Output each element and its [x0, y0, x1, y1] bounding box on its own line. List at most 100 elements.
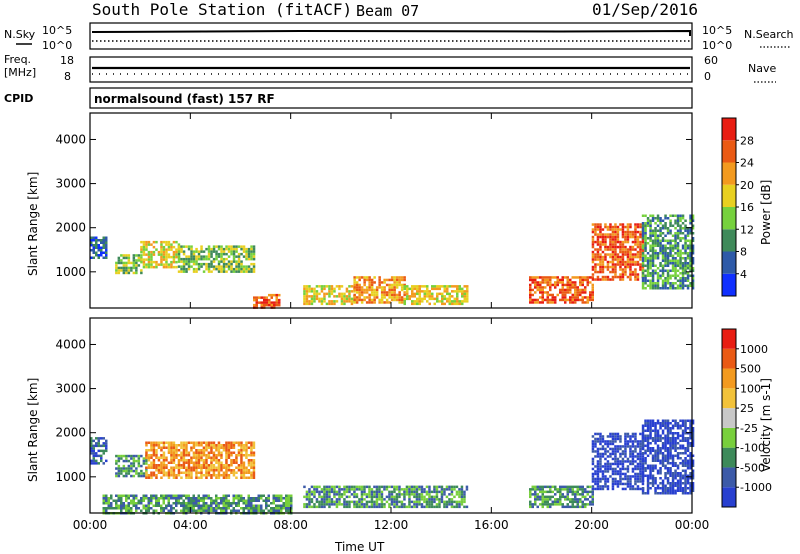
echo-cell — [378, 276, 381, 279]
echo-cell — [172, 255, 176, 259]
echo-cell — [684, 464, 687, 467]
echo-cell — [534, 485, 537, 489]
echo-cell — [142, 474, 146, 478]
echo-cell — [247, 247, 251, 251]
echo-cell — [611, 260, 615, 264]
echo-cell — [390, 286, 394, 289]
echo-cell — [175, 476, 178, 479]
echo-cell — [165, 464, 168, 467]
echo-cell — [431, 292, 434, 296]
echo-cell — [353, 283, 356, 287]
echo-cell — [591, 228, 595, 231]
echo-cell — [534, 286, 537, 289]
echo-cell — [242, 497, 245, 500]
echo-cell — [674, 477, 677, 480]
echo-cell — [666, 434, 670, 437]
freq-panel: Freq. [MHz] 18 8 60 0 Nave — [4, 53, 776, 83]
echo-cell — [644, 444, 647, 447]
echo-cell — [559, 485, 562, 489]
echo-cell — [651, 439, 655, 442]
echo-cell — [609, 475, 612, 478]
echo-cell — [659, 219, 662, 222]
echo-cell — [390, 500, 394, 504]
echo-cell — [175, 449, 178, 452]
echo-cell — [405, 490, 409, 494]
echo-cell — [666, 454, 670, 457]
echo-cell — [579, 298, 582, 302]
echo-cell — [105, 249, 108, 252]
echo-cell — [398, 485, 401, 489]
echo-cell — [237, 252, 241, 256]
echo-cell — [90, 459, 93, 463]
echo-cell — [619, 260, 622, 264]
echo-cell — [97, 254, 100, 257]
echo-cell — [310, 485, 314, 489]
echo-cell — [584, 495, 587, 499]
echo-cell — [674, 282, 677, 285]
echo-cell — [167, 499, 170, 502]
echo-cell — [105, 444, 108, 448]
echo-cell — [614, 240, 617, 244]
echo-cell — [117, 467, 121, 470]
echo-cell — [606, 225, 610, 229]
echo-cell — [147, 497, 150, 500]
echo-cell — [175, 265, 178, 269]
echo-cell — [636, 245, 640, 249]
echo-cell — [200, 441, 203, 444]
echo-cell — [137, 502, 140, 505]
nsearch-tick-top: 10^5 — [702, 24, 732, 37]
echo-cell — [247, 459, 251, 462]
echo-cell — [564, 498, 567, 501]
echo-cell — [97, 442, 100, 445]
echo-cell — [601, 445, 605, 448]
echo-cell — [594, 437, 597, 441]
echo-cell — [674, 242, 677, 245]
echo-cell — [230, 260, 233, 263]
echo-cell — [105, 254, 108, 257]
echo-cell — [388, 291, 391, 294]
echo-cell — [375, 505, 379, 509]
echo-cell — [448, 498, 451, 501]
echo-cell — [661, 232, 665, 235]
echo-cell — [676, 472, 680, 475]
echo-cell — [676, 484, 680, 487]
echo-cell — [308, 488, 311, 491]
echo-cell — [160, 464, 163, 467]
echo-cell — [325, 495, 329, 499]
echo-cell — [599, 270, 602, 274]
echo-cell — [195, 255, 198, 258]
echo-cell — [649, 247, 652, 250]
echo-cell — [117, 469, 121, 473]
echo-cell — [385, 301, 389, 304]
echo-cell — [285, 507, 288, 510]
echo-cell — [609, 223, 612, 226]
echo-cell — [634, 228, 637, 231]
echo-cell — [285, 502, 288, 505]
echo-cell — [591, 440, 595, 443]
echo-cell — [180, 502, 183, 505]
echo-cell — [644, 224, 647, 227]
echo-cell — [433, 500, 436, 504]
echo-cell — [441, 295, 444, 298]
echo-cell — [684, 424, 687, 427]
echo-cell — [539, 498, 542, 501]
echo-cell — [250, 441, 253, 444]
echo-cell — [549, 286, 552, 289]
echo-cell — [546, 293, 549, 297]
echo-cell — [631, 487, 635, 491]
echo-cell — [606, 245, 610, 249]
echo-cell — [217, 502, 220, 505]
echo-cell — [420, 505, 424, 509]
echo-cell — [671, 269, 675, 272]
echo-cell — [393, 281, 396, 284]
echo-cell — [125, 499, 128, 502]
echo-cell — [162, 507, 165, 510]
echo-cell — [290, 504, 293, 507]
echo-cell — [619, 460, 622, 463]
echo-cell — [318, 493, 321, 496]
echo-cell — [681, 279, 685, 282]
echo-cell — [398, 291, 401, 294]
echo-cell — [654, 282, 657, 285]
echo-cell — [664, 459, 667, 462]
echo-cell — [659, 217, 662, 220]
